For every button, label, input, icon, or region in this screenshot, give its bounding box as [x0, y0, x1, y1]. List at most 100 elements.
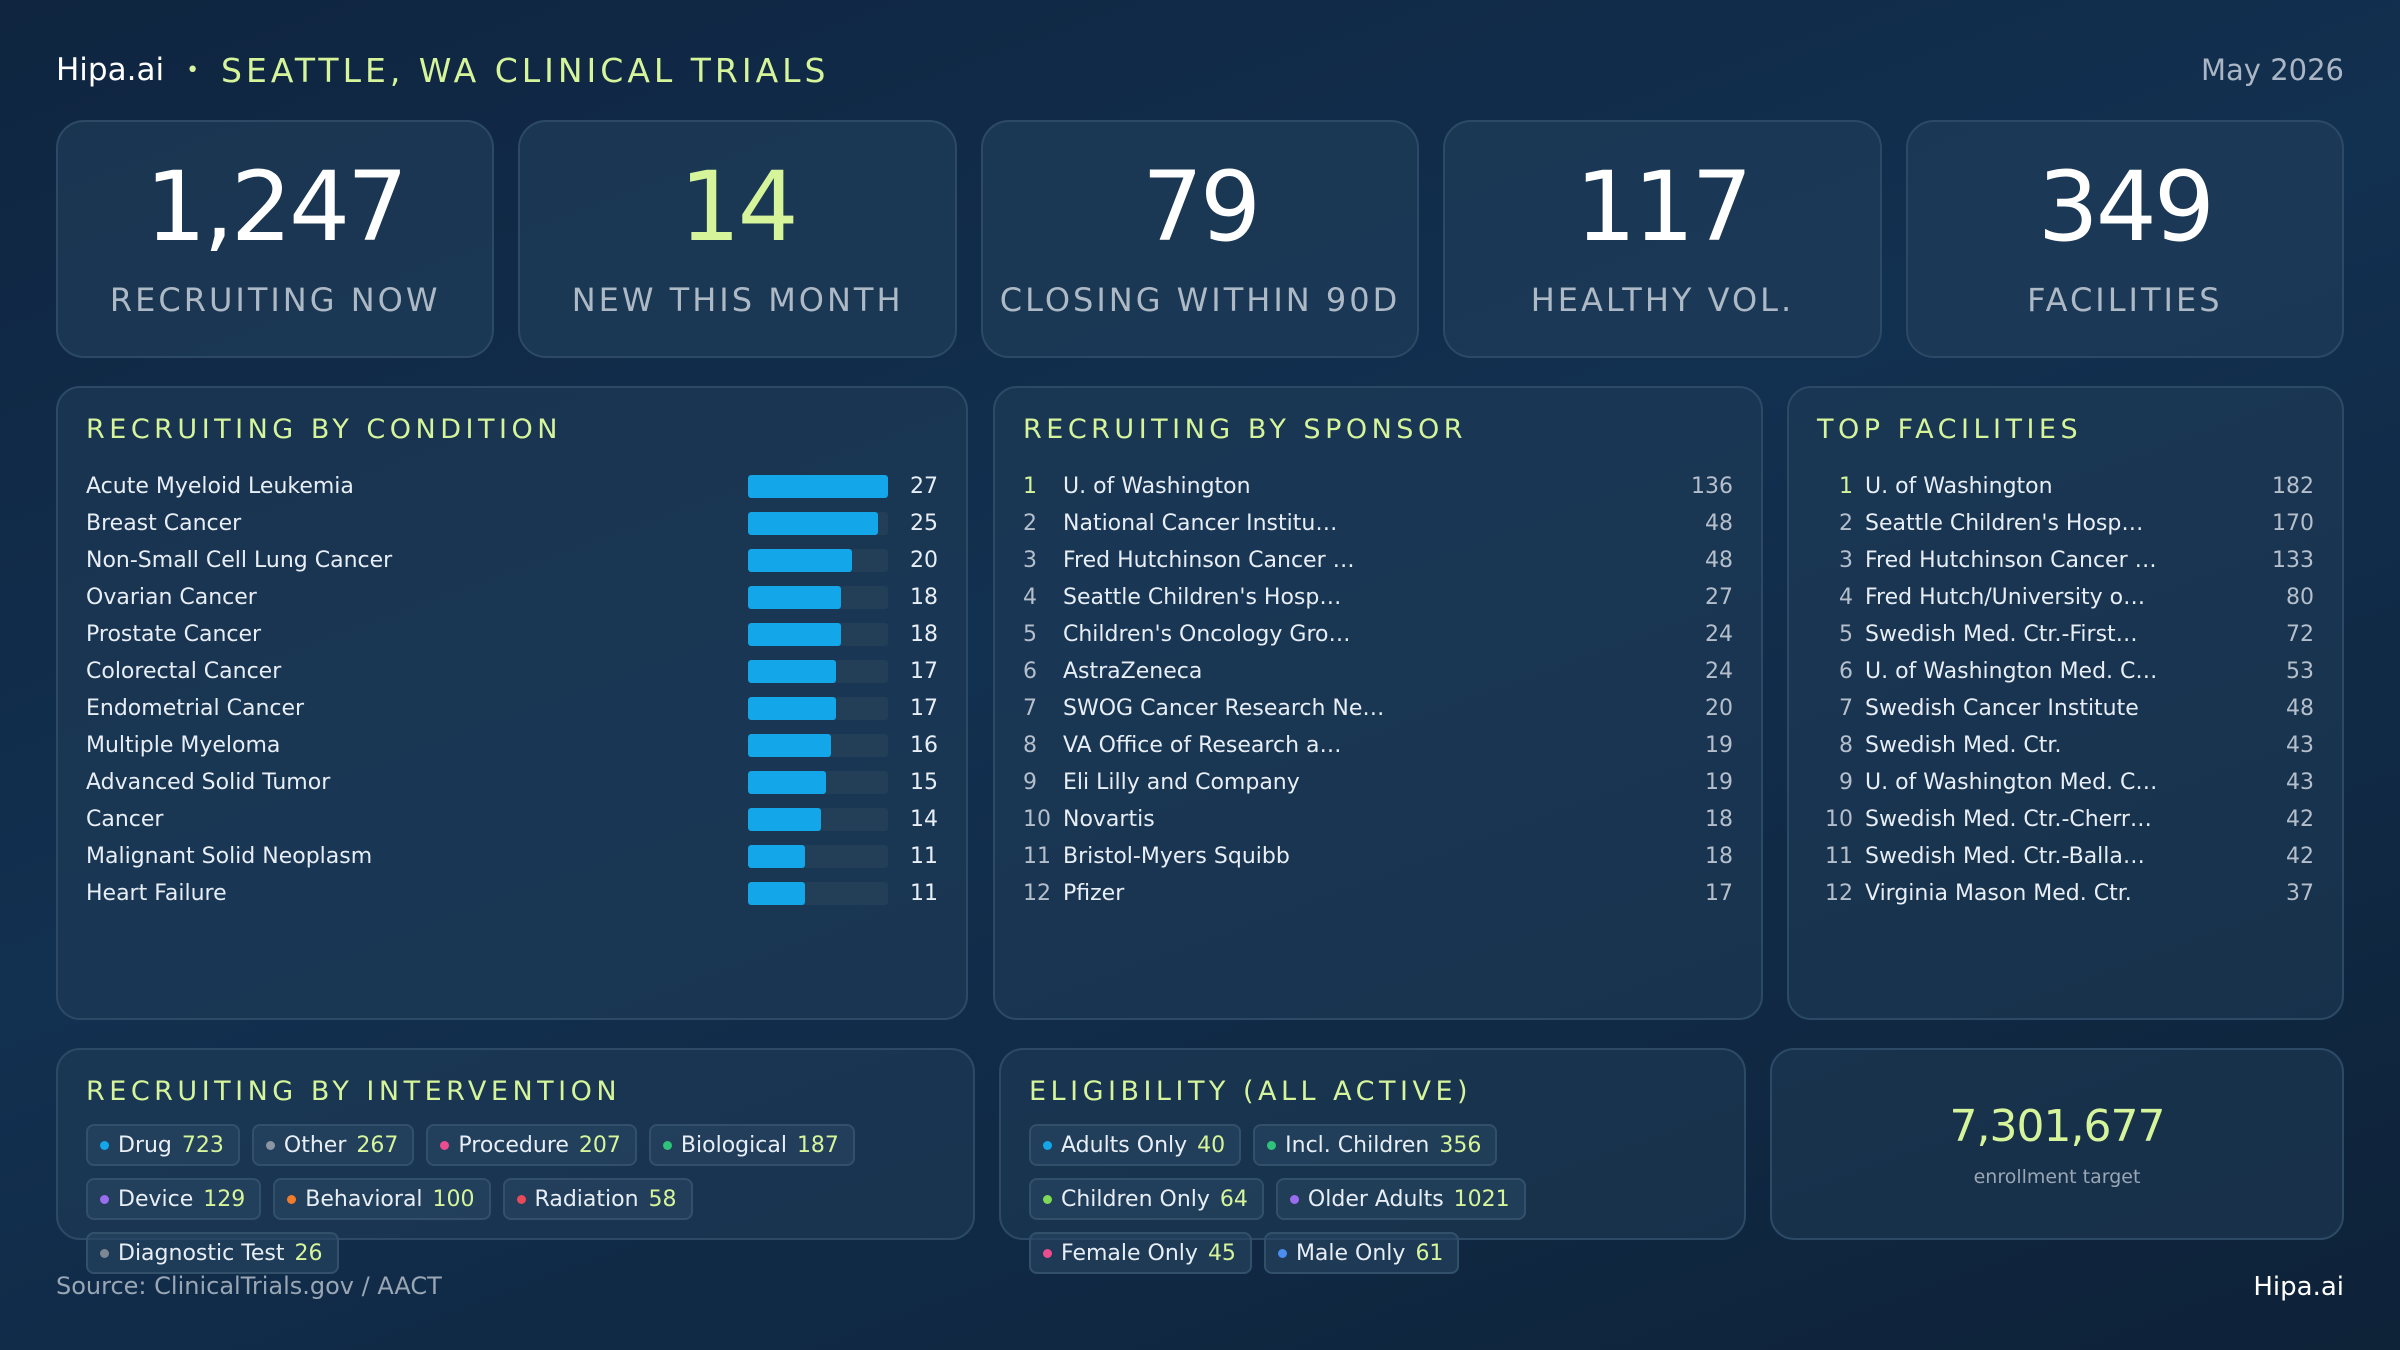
- condition-bar: [748, 697, 837, 720]
- trial-count: 133: [2272, 548, 2314, 573]
- sponsors-panel: RECRUITING BY SPONSOR 1 U. of Washington 1…: [993, 386, 1763, 1020]
- chip-label: Adults Only: [1061, 1132, 1188, 1158]
- entity-name: Fred Hutchinson Cancer …: [1063, 548, 1355, 573]
- entity-name: Swedish Cancer Institute: [1865, 696, 2139, 721]
- panel-title: RECRUITING BY INTERVENTION: [86, 1076, 622, 1107]
- condition-bar: [748, 475, 888, 498]
- sponsor-row: 9 Eli Lilly and Company 19: [1023, 764, 1733, 801]
- enrollment-target-panel: 7,301,677 enrollment target: [1770, 1048, 2344, 1240]
- chip-label: Incl. Children: [1285, 1132, 1430, 1158]
- legend-dot-icon: [287, 1194, 297, 1204]
- entity-name: VA Office of Research a…: [1063, 733, 1342, 758]
- condition-name: Malignant Solid Neoplasm: [86, 844, 373, 869]
- condition-row: Multiple Myeloma 16: [86, 727, 938, 764]
- panel-title: ELIGIBILITY (ALL ACTIVE): [1029, 1076, 1473, 1107]
- rank-number: 2: [1023, 511, 1037, 536]
- condition-row: Cancer 14: [86, 801, 938, 838]
- condition-count: 11: [910, 881, 938, 906]
- condition-count: 25: [910, 511, 938, 536]
- facility-row: 6 U. of Washington Med. C… 53: [1817, 653, 2314, 690]
- condition-bar-track: [748, 660, 888, 683]
- condition-bar: [748, 734, 831, 757]
- condition-row: Colorectal Cancer 17: [86, 653, 938, 690]
- facility-row: 11 Swedish Med. Ctr.-Balla… 42: [1817, 838, 2314, 875]
- legend-dot-icon: [1043, 1248, 1052, 1258]
- facility-row: 1 U. of Washington 182: [1817, 468, 2314, 505]
- legend-dot-icon: [1043, 1194, 1052, 1204]
- rank-number: 9: [1839, 770, 1853, 795]
- condition-bar: [748, 808, 821, 831]
- facility-row: 5 Swedish Med. Ctr.-First… 72: [1817, 616, 2314, 653]
- trial-count: 19: [1705, 770, 1733, 795]
- eligibility-chips: Adults Only 40 Incl. Children 356 Children O…: [1029, 1124, 1724, 1274]
- chip-label: Radiation: [534, 1186, 639, 1212]
- condition-name: Advanced Solid Tumor: [86, 770, 331, 795]
- condition-name: Cancer: [86, 807, 164, 832]
- condition-bar: [748, 771, 826, 794]
- facility-row: 4 Fred Hutch/University o… 80: [1817, 579, 2314, 616]
- rank-number: 1: [1839, 474, 1853, 499]
- chip-count: 100: [432, 1186, 475, 1212]
- condition-bar-track: [748, 623, 888, 646]
- eligibility-chip: Female Only 45: [1029, 1232, 1252, 1274]
- chip-count: 64: [1219, 1186, 1248, 1212]
- chip-count: 45: [1207, 1240, 1236, 1266]
- chip-label: Older Adults: [1307, 1186, 1444, 1212]
- rank-number: 4: [1023, 585, 1037, 610]
- condition-bar: [748, 623, 842, 646]
- source-note: Source: ClinicalTrials.gov / AACT: [56, 1272, 442, 1300]
- condition-count: 16: [910, 733, 938, 758]
- legend-dot-icon: [662, 1140, 672, 1150]
- rank-number: 5: [1839, 622, 1853, 647]
- condition-bar: [748, 586, 842, 609]
- condition-name: Ovarian Cancer: [86, 585, 257, 610]
- condition-bar-track: [748, 697, 888, 720]
- chip-label: Biological: [680, 1132, 787, 1158]
- eligibility-chip: Adults Only 40: [1029, 1124, 1242, 1166]
- rank-number: 11: [1023, 844, 1051, 869]
- entity-name: Pfizer: [1063, 881, 1125, 906]
- condition-bar-track: [748, 512, 888, 535]
- rank-number: 7: [1839, 696, 1853, 721]
- rank-number: 8: [1839, 733, 1853, 758]
- intervention-chip: Biological 187: [648, 1124, 855, 1166]
- report-date: May 2026: [2201, 53, 2344, 87]
- footer-brand: Hipa.ai: [2253, 1272, 2344, 1302]
- sponsor-row: 3 Fred Hutchinson Cancer … 48: [1023, 542, 1733, 579]
- sponsor-row: 12 Pfizer 17: [1023, 875, 1733, 912]
- trial-count: 18: [1705, 844, 1733, 869]
- chip-label: Female Only: [1061, 1240, 1198, 1266]
- rank-number: 9: [1023, 770, 1037, 795]
- panel-title: RECRUITING BY CONDITION: [86, 414, 562, 445]
- trial-count: 27: [1705, 585, 1733, 610]
- enrollment-target-label: enrollment target: [1973, 1165, 2141, 1188]
- chip-label: Procedure: [458, 1132, 569, 1158]
- sponsor-row: 5 Children's Oncology Gro… 24: [1023, 616, 1733, 653]
- legend-dot-icon: [1289, 1194, 1299, 1204]
- condition-bar: [748, 660, 837, 683]
- condition-name: Heart Failure: [86, 881, 227, 906]
- legend-dot-icon: [100, 1248, 109, 1258]
- entity-name: Swedish Med. Ctr.-First…: [1865, 622, 2138, 647]
- condition-name: Breast Cancer: [86, 511, 242, 536]
- condition-name: Colorectal Cancer: [86, 659, 282, 684]
- sponsor-row: 10 Novartis 18: [1023, 801, 1733, 838]
- condition-row: Breast Cancer 25: [86, 505, 938, 542]
- kpi-value: 14: [679, 151, 799, 263]
- entity-name: Fred Hutch/University o…: [1865, 585, 2146, 610]
- trial-count: 80: [2286, 585, 2314, 610]
- header: Hipa.ai • SEATTLE, WA CLINICAL TRIALS Ma…: [56, 48, 2344, 92]
- condition-count: 14: [910, 807, 938, 832]
- trial-count: 170: [2272, 511, 2314, 536]
- kpi-value: 1,247: [145, 151, 408, 263]
- legend-dot-icon: [100, 1194, 109, 1204]
- intervention-chip: Procedure 207: [426, 1124, 637, 1166]
- entity-name: U. of Washington: [1063, 474, 1251, 499]
- condition-bar-track: [748, 734, 888, 757]
- chip-label: Other: [283, 1132, 347, 1158]
- entity-name: SWOG Cancer Research Ne…: [1063, 696, 1385, 721]
- chip-count: 356: [1439, 1132, 1482, 1158]
- condition-count: 27: [910, 474, 938, 499]
- trial-count: 48: [1705, 548, 1733, 573]
- condition-name: Non-Small Cell Lung Cancer: [86, 548, 393, 573]
